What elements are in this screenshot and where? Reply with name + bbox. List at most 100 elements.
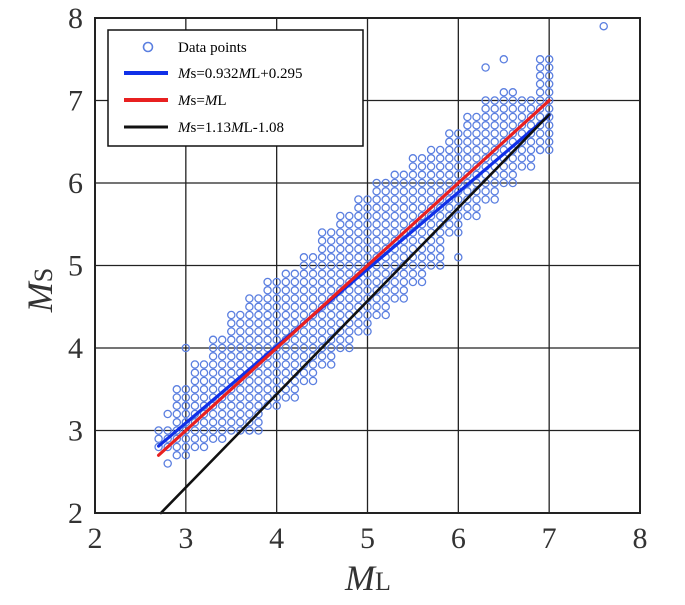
data-point (354, 211, 363, 221)
data-point (490, 129, 499, 138)
data-point (326, 310, 336, 320)
data-point (463, 170, 472, 180)
data-point (426, 253, 436, 262)
data-point (263, 286, 272, 295)
data-point (426, 178, 436, 188)
data-point (381, 294, 390, 303)
data-point (236, 327, 245, 336)
data-point (544, 88, 554, 97)
data-point (227, 368, 236, 378)
data-point (508, 112, 518, 122)
x-tick-label: 8 (633, 522, 648, 555)
data-point (199, 360, 209, 369)
data-point (481, 129, 490, 138)
data-point (172, 409, 182, 419)
data-point (372, 211, 381, 221)
data-point (381, 178, 390, 188)
data-point (426, 154, 436, 163)
data-point (345, 302, 354, 312)
data-point (272, 352, 281, 361)
data-point (463, 145, 472, 155)
data-point (272, 335, 281, 345)
data-point (499, 112, 509, 122)
data-point (472, 211, 481, 221)
y-tick-label: 4 (68, 332, 83, 365)
identity-line (156, 98, 551, 457)
data-point (408, 203, 418, 213)
data-point (499, 129, 509, 138)
data-point (281, 327, 291, 336)
data-point (490, 145, 499, 155)
data-point (263, 343, 272, 353)
y-axis-label-sub: S (29, 268, 58, 282)
data-point (399, 170, 409, 180)
data-point (163, 426, 172, 435)
data-point (263, 376, 272, 386)
data-point (508, 121, 518, 130)
data-point (354, 261, 363, 270)
data-point (454, 129, 463, 138)
data-point (408, 178, 418, 188)
data-point (381, 310, 390, 320)
data-point (336, 269, 345, 279)
data-point (281, 286, 291, 295)
data-point (417, 253, 427, 262)
data-point (217, 434, 227, 444)
data-point (526, 112, 536, 122)
data-point (263, 393, 272, 402)
data-point (272, 302, 281, 312)
data-point (199, 418, 209, 427)
data-point (381, 261, 390, 270)
data-point (263, 302, 272, 312)
data-point (390, 220, 399, 229)
data-point (281, 343, 291, 353)
data-point (308, 277, 318, 287)
data-point (454, 211, 463, 221)
data-point (508, 104, 518, 113)
data-point (290, 302, 300, 312)
data-point (445, 220, 454, 229)
data-point (299, 343, 309, 353)
data-point (399, 195, 409, 204)
data-point (390, 195, 399, 204)
data-point (399, 211, 409, 221)
data-point (227, 327, 236, 336)
y-tick-label: 2 (68, 497, 83, 530)
data-point (181, 401, 191, 411)
data-point (417, 269, 427, 279)
data-point (454, 178, 463, 188)
data-point (308, 360, 318, 369)
data-point (190, 393, 200, 402)
tick-labels: 2 3 4 5 6 7 8 2 3 4 5 6 7 8 (68, 2, 648, 555)
data-point (272, 319, 281, 328)
data-point (517, 121, 527, 130)
data-point (199, 426, 209, 435)
data-point (236, 319, 245, 328)
data-point (208, 434, 218, 444)
data-point (326, 319, 336, 328)
data-point (208, 385, 218, 394)
data-point (454, 154, 463, 163)
data-point (463, 129, 472, 138)
data-point (299, 261, 309, 270)
data-point (417, 261, 427, 270)
data-point (236, 409, 245, 419)
data-point (535, 79, 545, 89)
data-point (317, 261, 327, 270)
data-point (417, 277, 427, 287)
data-point (326, 335, 336, 345)
data-point (435, 162, 445, 171)
data-point (417, 154, 427, 163)
data-point (227, 418, 236, 427)
data-point (308, 302, 318, 312)
data-point (445, 187, 454, 196)
data-point (445, 129, 454, 138)
data-point (354, 294, 363, 303)
data-point (426, 162, 436, 171)
data-point (390, 228, 399, 237)
data-point (236, 401, 245, 411)
data-point (426, 261, 436, 270)
data-point (254, 302, 263, 312)
data-point (445, 195, 454, 204)
data-point (281, 294, 291, 303)
